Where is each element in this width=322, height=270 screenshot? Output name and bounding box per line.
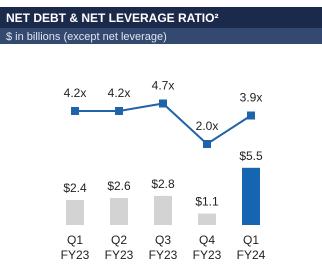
title-bar — [0, 7, 322, 28]
bar — [198, 213, 216, 225]
x-tick-label: Q1 FY23 — [61, 233, 90, 262]
bar-value-label: $5.5 — [239, 149, 263, 163]
line-value-label: 4.7x — [152, 79, 175, 93]
bar — [242, 167, 260, 225]
bar — [110, 197, 128, 225]
x-tick-label: Q3 FY23 — [149, 233, 178, 262]
line-value-label: 3.9x — [240, 91, 263, 105]
line-marker — [71, 107, 79, 115]
line-marker — [247, 111, 255, 120]
chart-subtitle: $ in billions (except net leverage) — [6, 31, 167, 43]
bar-value-label: $2.6 — [107, 179, 131, 193]
subtitle-bar — [0, 28, 322, 44]
bar-value-label: $2.8 — [151, 177, 175, 191]
line-value-label: 4.2x — [108, 86, 131, 100]
line-marker — [159, 99, 167, 108]
x-tick-label: Q2 FY23 — [105, 233, 134, 262]
x-tick-label: Q4 FY23 — [193, 233, 222, 262]
line-marker — [115, 107, 123, 115]
line-marker — [203, 140, 211, 148]
bar — [154, 195, 172, 225]
bar-value-label: $2.4 — [63, 181, 87, 195]
x-tick-label: Q1 FY24 — [237, 233, 266, 262]
bar-value-label: $1.1 — [195, 195, 219, 209]
bar — [66, 200, 84, 225]
line-value-label: 2.0x — [196, 119, 219, 133]
line-value-label: 4.2x — [64, 86, 87, 100]
chart-title: NET DEBT & NET LEVERAGE RATIO² — [6, 11, 218, 25]
line — [75, 102, 252, 146]
